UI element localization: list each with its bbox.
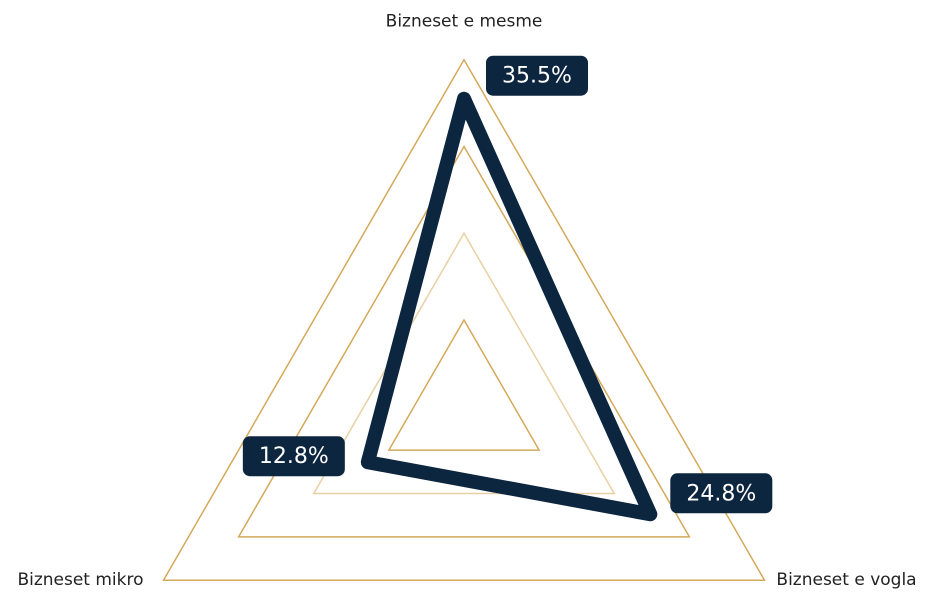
- grid-ring: [387, 318, 541, 451]
- value-label: 35.5%: [502, 64, 572, 89]
- axis-label: Bizneset e vogla: [776, 570, 916, 590]
- value-label: 12.8%: [259, 444, 329, 469]
- grid-ring: [162, 58, 766, 581]
- data-line: [360, 91, 658, 522]
- grid-ring: [312, 231, 616, 495]
- axis-label: Bizneset mikro: [17, 570, 143, 590]
- axis-label: Bizneset e mesme: [386, 12, 543, 32]
- value-label-box: [486, 55, 588, 96]
- value-label-box: [242, 436, 345, 477]
- value-label-box: [670, 473, 773, 514]
- value-label: 24.8%: [686, 481, 756, 506]
